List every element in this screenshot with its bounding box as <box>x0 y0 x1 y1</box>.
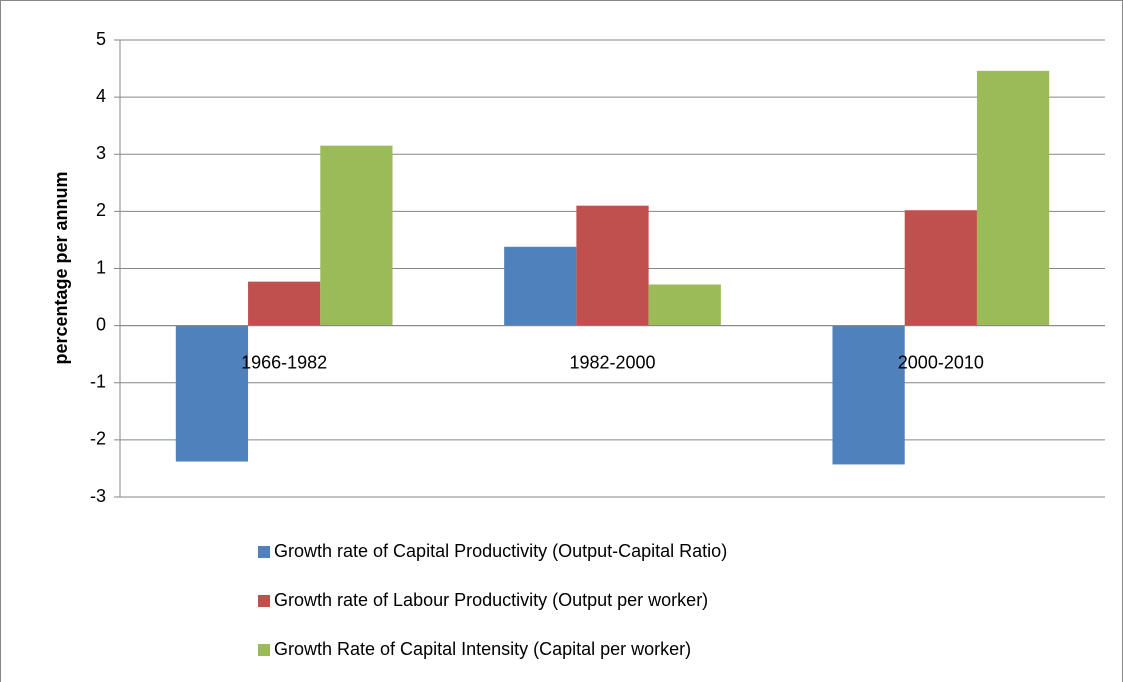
y-tick-label: -1 <box>90 372 106 392</box>
y-axis-title: percentage per annum <box>51 171 71 364</box>
bar <box>904 210 977 326</box>
legend-swatch <box>258 546 270 558</box>
legend-swatch <box>258 644 270 656</box>
y-tick-label: 3 <box>96 143 106 163</box>
bar <box>248 281 321 326</box>
x-tick-label: 1966-1982 <box>241 352 327 372</box>
bar <box>832 325 905 465</box>
bar <box>648 284 721 326</box>
legend-label: Growth rate of Capital Productivity (Out… <box>274 541 727 561</box>
bar <box>576 205 649 326</box>
legend-label: Growth Rate of Capital Intensity (Capita… <box>274 639 691 659</box>
y-tick-label: 5 <box>96 29 106 49</box>
y-tick-label: -2 <box>90 429 106 449</box>
legend-swatch <box>258 595 270 607</box>
x-tick-label: 2000-2010 <box>898 352 984 372</box>
y-tick-label: -3 <box>90 486 106 506</box>
y-tick-label: 2 <box>96 200 106 220</box>
bar <box>320 145 393 326</box>
bar <box>976 70 1050 326</box>
legend-label: Growth rate of Labour Productivity (Outp… <box>274 590 708 610</box>
y-tick-label: 4 <box>96 86 106 106</box>
bar <box>504 246 577 326</box>
x-tick-label: 1982-2000 <box>569 352 655 372</box>
y-tick-label: 1 <box>96 257 106 277</box>
bar <box>175 325 249 462</box>
y-tick-label: 0 <box>96 314 106 334</box>
